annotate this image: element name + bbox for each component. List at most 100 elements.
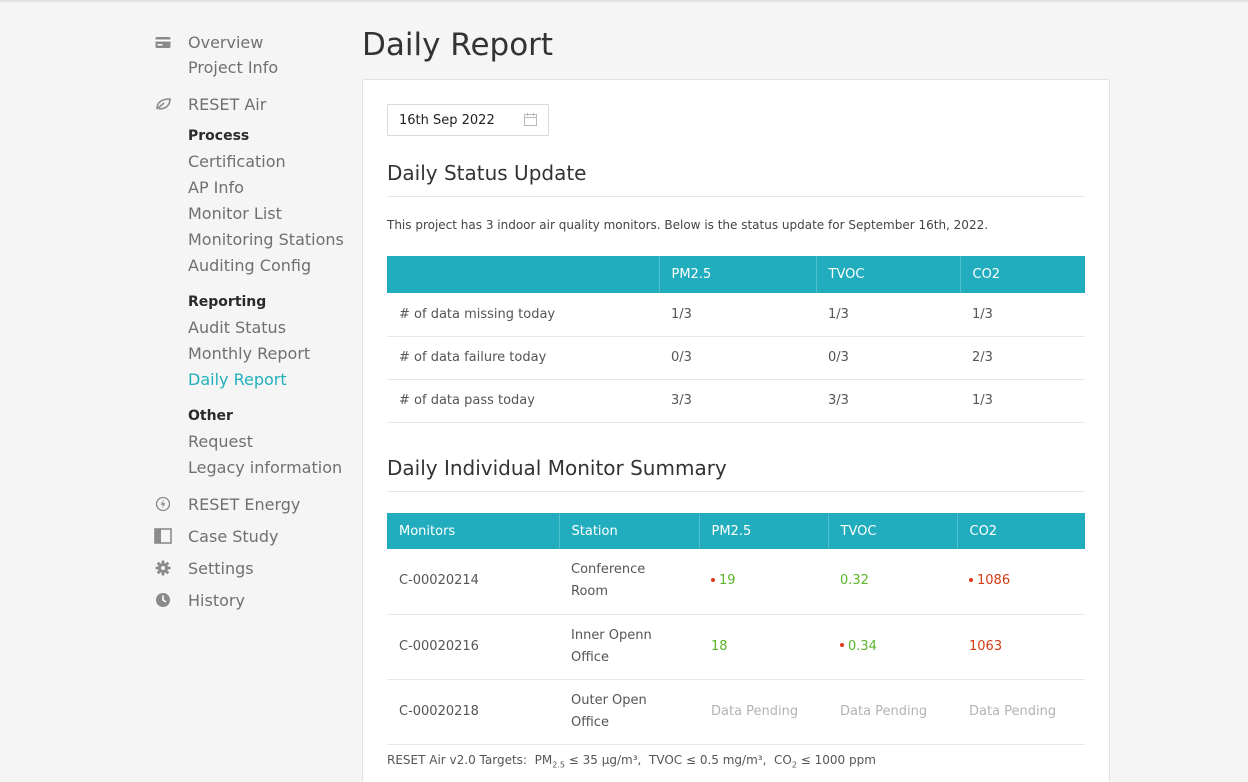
monitor-id: C-00020214 [387, 549, 559, 615]
page-title: Daily Report [362, 27, 554, 63]
sidebar-item-label: History [188, 590, 245, 610]
column-header: PM2.5 [698, 513, 828, 549]
footnote-prefix: RESET Air v2.0 Targets: [387, 753, 527, 767]
sidebar-item-daily-report[interactable]: Daily Report [188, 370, 287, 389]
co2-cell: 1/3 [960, 293, 1085, 337]
pm25-cell: 18 [699, 614, 828, 680]
sidebar-item-label: Overview [188, 32, 264, 52]
pm25-cell: 19 [699, 549, 828, 615]
sidebar-item-label: RESET Air [188, 94, 267, 114]
station-line: Outer Open [571, 692, 647, 708]
pm-subscript: 2.5 [552, 760, 565, 770]
row-label: # of data missing today [387, 293, 659, 337]
pm25-value: Data Pending [711, 703, 799, 719]
sidebar-item-monitoring-stations[interactable]: Monitoring Stations [188, 230, 344, 249]
tvoc-cell: 3/3 [816, 379, 960, 423]
table-row: # of data missing today 1/3 1/3 1/3 [387, 293, 1085, 337]
status-section-title: Daily Status Update [387, 161, 587, 185]
calendar-icon[interactable] [524, 113, 537, 130]
sidebar-item-audit-status[interactable]: Audit Status [188, 318, 287, 337]
summary-divider [387, 491, 1085, 492]
sidebar-item-legacy-information[interactable]: Legacy information [188, 458, 343, 477]
sidebar-item-certification[interactable]: Certification [188, 152, 286, 171]
tvoc-target: TVOC ≤ 0.5 mg/m³, [648, 753, 767, 767]
leaf-icon [154, 95, 172, 113]
co2-label: CO [774, 753, 792, 767]
table-row: C-00020216 Inner Openn Office 18 0.34 106… [387, 614, 1085, 680]
sidebar-item-label: Case Study [188, 526, 279, 546]
sidebar-item-project-info[interactable]: Project Info [188, 58, 279, 77]
tvoc-cell: 0/3 [816, 336, 960, 380]
tvoc-cell: Data Pending [828, 679, 957, 745]
sidebar-item-auditing-config[interactable]: Auditing Config [188, 256, 312, 275]
gear-icon [154, 559, 172, 577]
co2-cell: 1086 [957, 549, 1085, 615]
table-row: # of data failure today 0/3 0/3 2/3 [387, 336, 1085, 380]
station-cell: Conference Room [559, 549, 699, 615]
targets-footnote: RESET Air v2.0 Targets: PM2.5 ≤ 35 μg/m³… [387, 753, 876, 769]
tvoc-value: Data Pending [840, 703, 928, 719]
sidebar-item-overview[interactable]: Overview [154, 30, 263, 54]
pm-target: ≤ 35 μg/m³, [568, 753, 642, 767]
co2-cell: 2/3 [960, 336, 1085, 380]
tvoc-cell: 0.32 [828, 549, 957, 615]
column-header [387, 256, 659, 293]
co2-value: Data Pending [969, 703, 1057, 719]
column-header: TVOC [815, 256, 960, 293]
column-header: Monitors [387, 513, 559, 549]
column-header: PM2.5 [658, 256, 816, 293]
co2-cell: Data Pending [957, 679, 1085, 745]
tvoc-value: 0.34 [848, 638, 877, 654]
co2-cell: 1063 [957, 614, 1085, 680]
co2-target: ≤ 1000 ppm [800, 753, 876, 767]
co2-subscript: 2 [791, 760, 797, 770]
co2-cell: 1/3 [960, 379, 1085, 423]
pm25-cell: 1/3 [659, 293, 816, 337]
clock-icon [154, 591, 172, 609]
sidebar-item-monthly-report[interactable]: Monthly Report [188, 344, 311, 363]
pm25-value: 19 [719, 573, 736, 589]
alert-dot-icon [969, 577, 973, 582]
pm25-cell: Data Pending [699, 679, 828, 745]
monitor-summary-table: Monitors Station PM2.5 TVOC CO2 C-000202… [387, 513, 1085, 745]
pm25-cell: 0/3 [659, 336, 816, 380]
sidebar-item-settings[interactable]: Settings [154, 556, 254, 580]
table-row: C-00020218 Outer Open Office Data Pending… [387, 679, 1085, 745]
monitor-id: C-00020218 [387, 679, 559, 745]
card-icon [154, 33, 172, 51]
tvoc-cell: 1/3 [816, 293, 960, 337]
sidebar-item-label: Settings [188, 558, 254, 578]
co2-value: 1086 [977, 573, 1011, 589]
sidebar-item-monitor-list[interactable]: Monitor List [188, 204, 282, 223]
station-line: Inner Openn [571, 627, 652, 643]
date-picker[interactable]: 16th Sep 2022 [387, 104, 549, 136]
report-card: 16th Sep 2022 Daily Status Update This p… [362, 79, 1110, 782]
sidebar-group-other: Other [188, 408, 233, 424]
column-header: CO2 [959, 256, 1085, 293]
station-line: Conference [571, 562, 646, 578]
pm-label: PM [534, 753, 553, 767]
top-shadow [0, 0, 1248, 3]
pm25-cell: 3/3 [659, 379, 816, 423]
book-icon [154, 527, 172, 545]
sidebar-group-reporting: Reporting [188, 294, 267, 310]
table-row: C-00020214 Conference Room 19 0.32 1086 [387, 549, 1085, 615]
sidebar-item-request[interactable]: Request [188, 432, 253, 451]
sidebar-item-case-study[interactable]: Case Study [154, 524, 278, 548]
table-header-row: Monitors Station PM2.5 TVOC CO2 [387, 513, 1085, 549]
sidebar-item-reset-energy[interactable]: RESET Energy [154, 492, 300, 516]
row-label: # of data pass today [387, 379, 659, 423]
station-line: Office [571, 714, 609, 730]
sidebar-group-process: Process [188, 128, 250, 144]
station-cell: Outer Open Office [559, 679, 699, 745]
sidebar-item-label: RESET Energy [188, 494, 301, 514]
status-intro: This project has 3 indoor air quality mo… [387, 218, 989, 232]
station-line: Office [571, 649, 609, 665]
energy-icon [154, 495, 172, 513]
sidebar-item-ap-info[interactable]: AP Info [188, 178, 244, 197]
sidebar-item-history[interactable]: History [154, 588, 245, 612]
row-label: # of data failure today [387, 336, 659, 380]
sidebar-item-reset-air[interactable]: RESET Air [154, 92, 266, 116]
alert-dot-icon [840, 643, 844, 647]
column-header: TVOC [827, 513, 957, 549]
